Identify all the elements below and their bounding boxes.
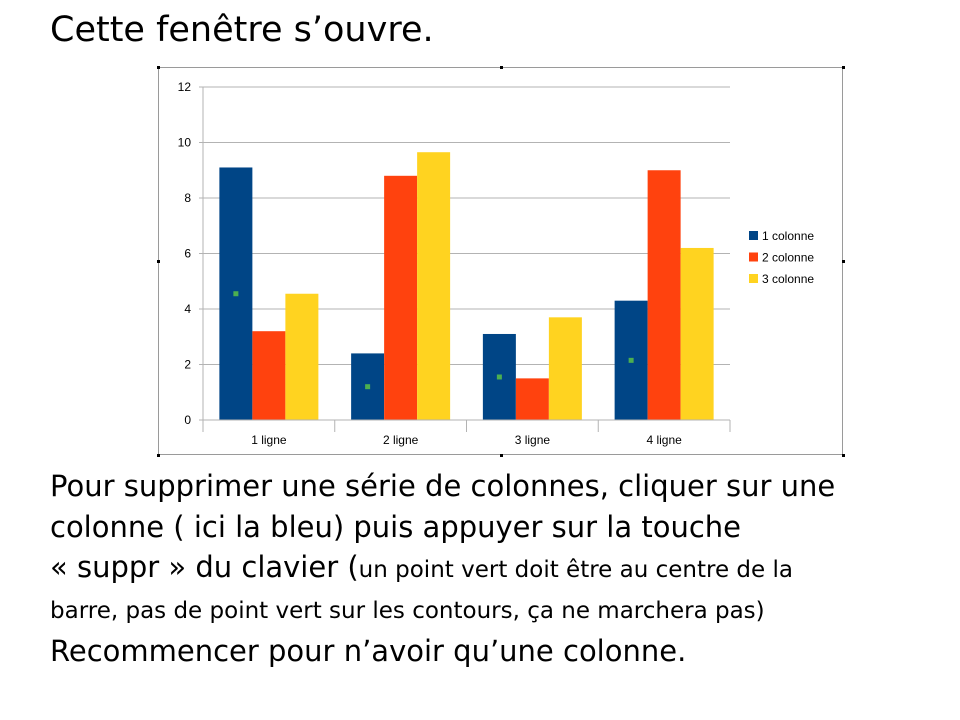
legend-swatch[interactable] [749,274,758,283]
chart-frame[interactable]: 0 2 4 6 8 10 12 1 ligne 2 ligne 3 ligne 4 ligne 1 c… [157,66,845,457]
y-tick-label: 6 [184,247,191,261]
legend-swatch[interactable] [749,231,758,240]
x-tick-label: 3 ligne [515,433,551,447]
x-tick-label: 1 ligne [251,433,287,447]
instructions-text: Pour supprimer une série de colonnes, cl… [50,466,950,672]
instruction-line-2: colonne ( ici la bleu) puis appuyer sur … [50,509,742,544]
selection-handle[interactable] [842,66,845,69]
y-tick-label: 4 [184,302,191,316]
selection-handle[interactable] [157,66,160,69]
selection-handle[interactable] [842,260,845,263]
y-tick-label: 10 [178,136,192,150]
bar-chart[interactable]: 0 2 4 6 8 10 12 1 ligne 2 ligne 3 ligne 4 ligne 1 c… [159,68,844,456]
instruction-line-3-note: un point vert doit être au centre de la [358,557,793,583]
instruction-line-3: « suppr » du clavier (un point vert doit… [50,547,950,591]
instruction-line-1: Pour supprimer une série de colonnes, cl… [50,469,836,503]
y-tick-label: 2 [184,358,191,372]
bar-3-colonne-1-ligne[interactable] [285,293,319,420]
selection-handle[interactable] [499,454,503,457]
selection-handle[interactable] [157,260,160,263]
bar-3-colonne-4-ligne[interactable] [680,247,714,420]
y-tick-label: 0 [184,413,191,427]
y-tick-label: 8 [184,191,191,205]
instruction-line-5: Recommencer pour n’avoir qu’une colonne. [50,634,687,668]
selection-handle[interactable] [842,454,845,457]
bar-2-colonne-4-ligne[interactable] [647,170,681,420]
selection-handle[interactable] [157,454,160,457]
bar-2-colonne-2-ligne[interactable] [384,175,418,420]
x-tick-label: 4 ligne [646,433,682,447]
selection-marker [365,384,371,390]
instruction-line-3-main: « suppr » du clavier ( [50,550,359,584]
slide-title: Cette fenêtre s’ouvre. [50,10,434,50]
bar-3-colonne-3-ligne[interactable] [548,317,582,420]
legend-label[interactable]: 2 colonne [762,251,814,265]
legend-label[interactable]: 3 colonne [762,272,814,286]
bar-3-colonne-2-ligne[interactable] [417,152,451,420]
selection-marker [496,374,502,380]
legend-label[interactable]: 1 colonne [762,229,814,243]
y-tick-label: 12 [178,80,192,94]
instruction-line-4: barre, pas de point vert sur les contour… [50,597,765,624]
selection-marker [233,291,239,297]
bar-2-colonne-1-ligne[interactable] [252,331,286,420]
x-tick-label: 2 ligne [383,433,419,447]
legend-swatch[interactable] [749,252,758,262]
selection-handle[interactable] [499,66,503,69]
selection-marker [628,357,634,363]
bar-2-colonne-3-ligne[interactable] [515,378,549,420]
